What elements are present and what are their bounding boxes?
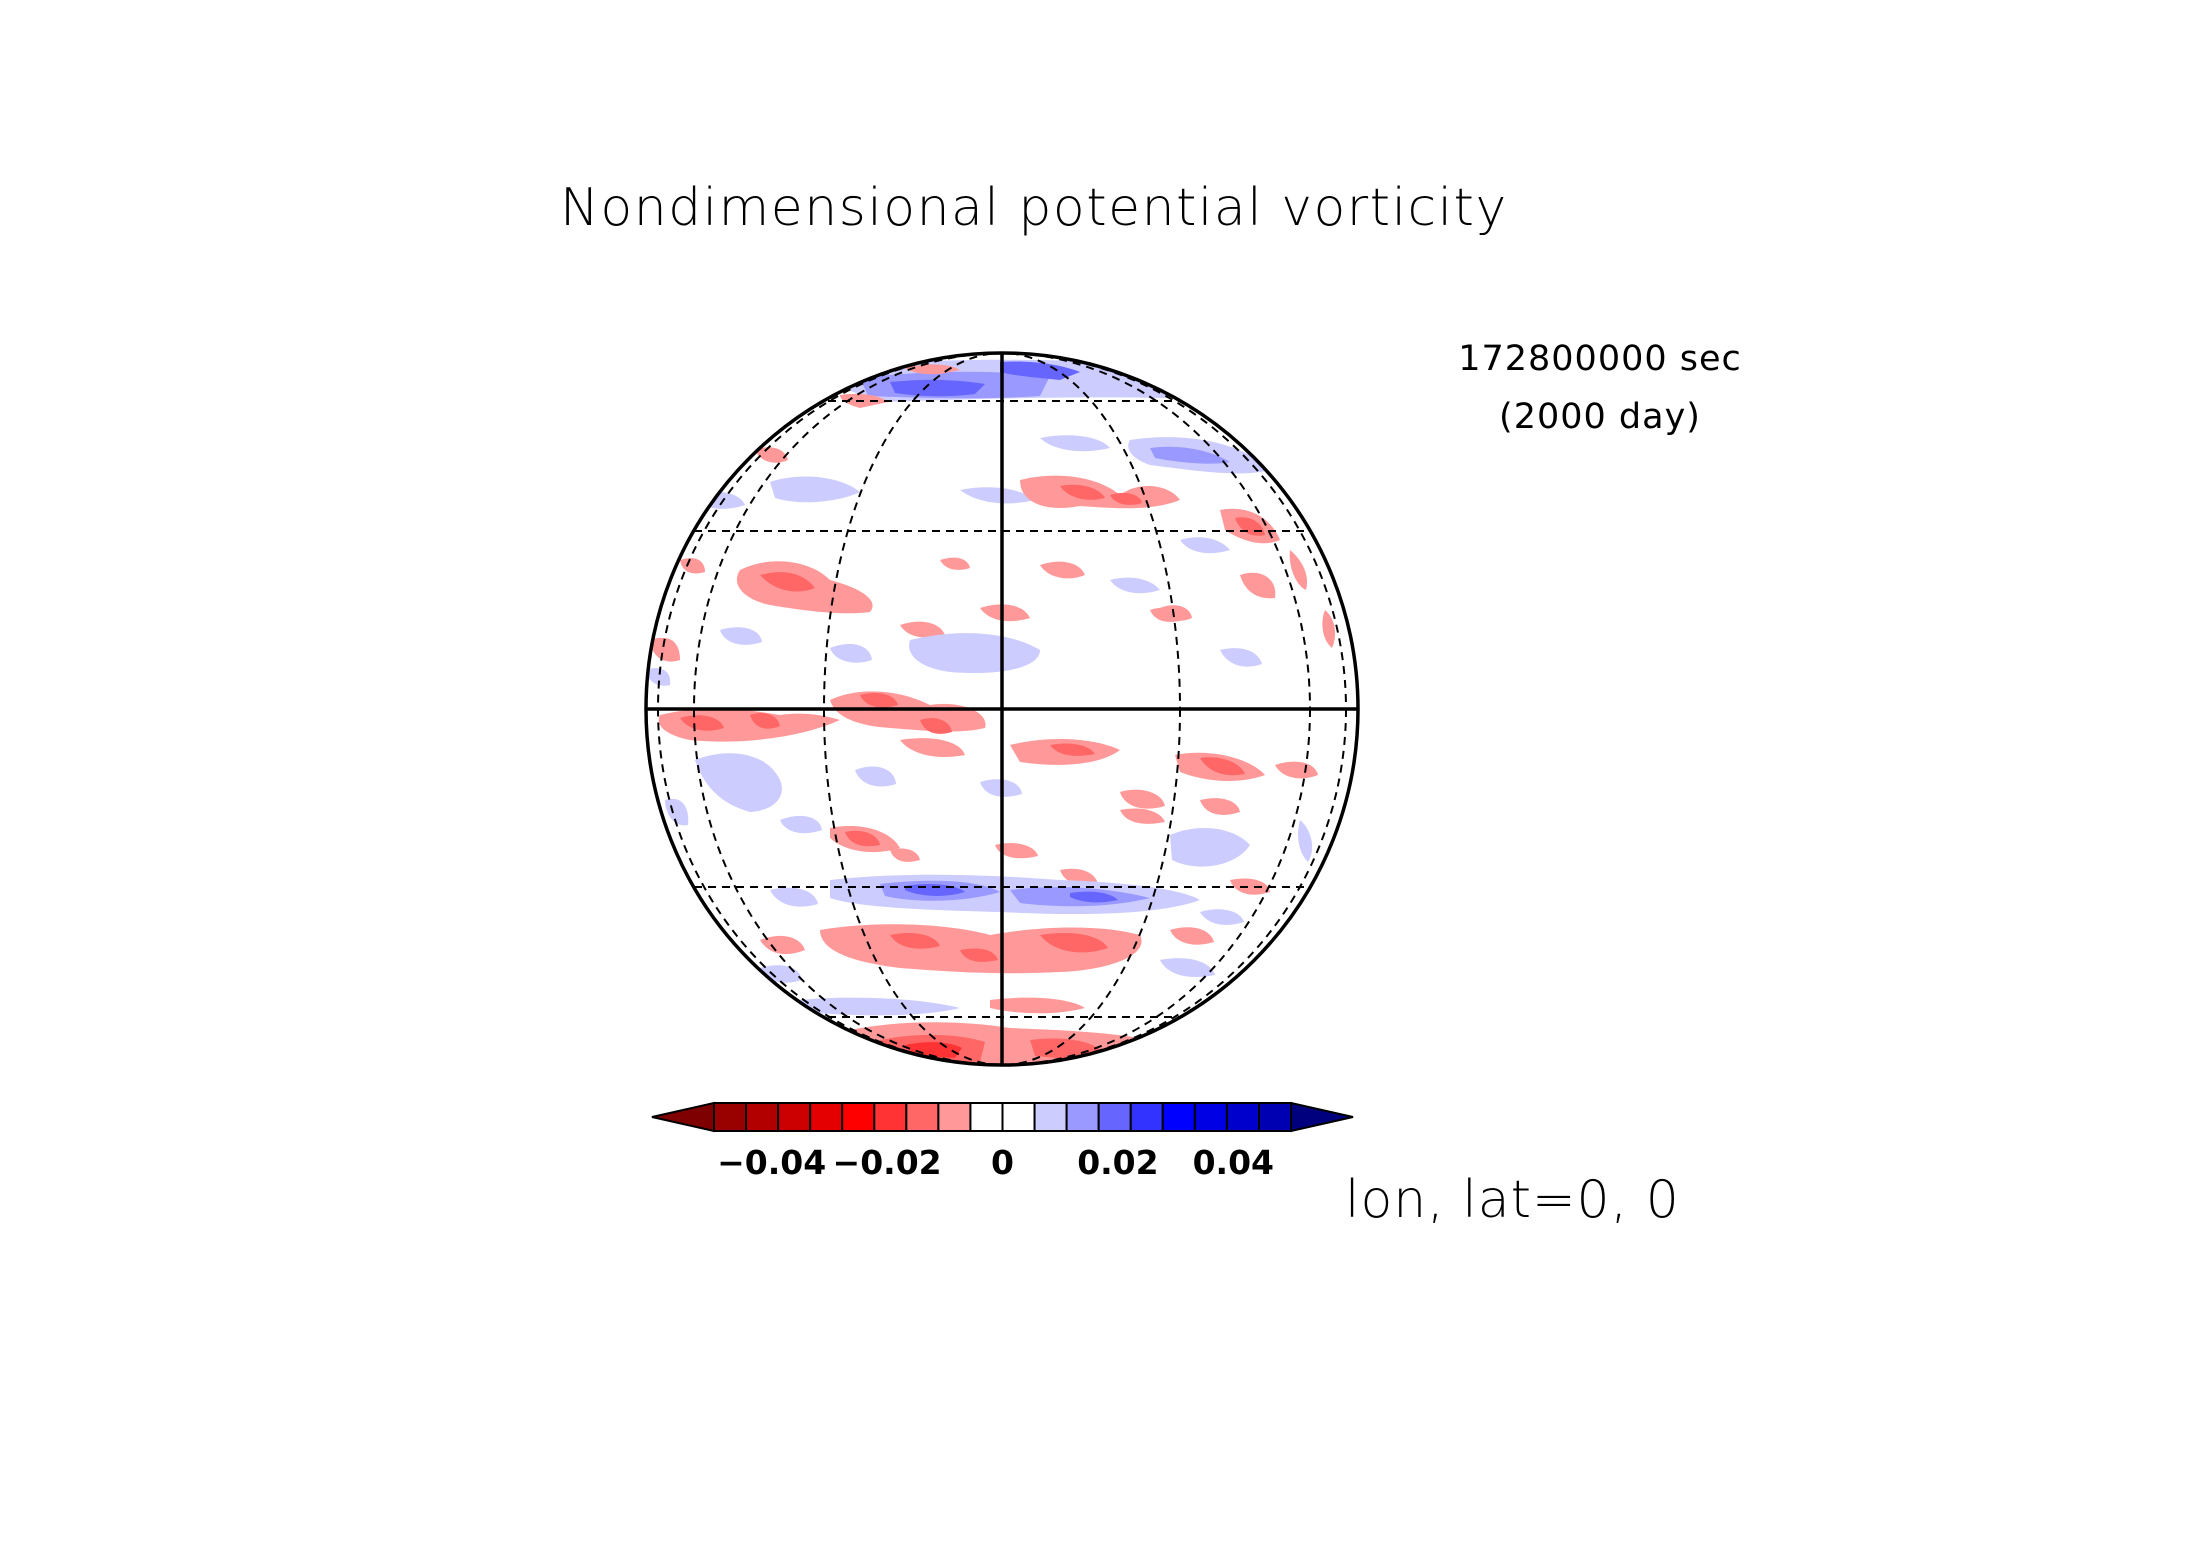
- field-patch: [1200, 909, 1244, 925]
- colorbar-box: [937, 1102, 972, 1132]
- field-patch: [1160, 958, 1215, 978]
- field-patch: [1040, 561, 1085, 579]
- colorbar-box: [1193, 1102, 1228, 1132]
- field-patch: [940, 557, 970, 570]
- colorbar-tick-label: 0: [991, 1143, 1014, 1182]
- colorbar-box: [1161, 1102, 1196, 1132]
- colorbar-box: [1065, 1102, 1100, 1132]
- globe-outline: [644, 351, 1360, 1067]
- field-patch: [900, 621, 945, 638]
- field-patch: [720, 627, 762, 645]
- colorbar-tick-label: −0.02: [833, 1143, 942, 1182]
- field-patch: [1120, 789, 1165, 809]
- colorbar-under-triangle: [651, 1101, 715, 1133]
- colorbar-tick-label: −0.04: [717, 1143, 826, 1182]
- field-patch: [755, 447, 788, 463]
- colorbar-tick-label: 0.04: [1193, 1143, 1274, 1182]
- field-patch: [830, 644, 872, 663]
- colorbar-box: [841, 1102, 876, 1132]
- field-patch: [1060, 484, 1105, 500]
- field-patch: [1200, 757, 1245, 776]
- colorbar-box: [1033, 1102, 1068, 1132]
- field-patch: [1040, 932, 1108, 953]
- field-patch: [650, 637, 680, 662]
- field-patch: [646, 668, 671, 686]
- projection-center-label: lon, lat=0, 0: [1345, 1170, 1680, 1230]
- field-patch: [800, 997, 960, 1016]
- field-patch: [680, 558, 705, 574]
- colorbar-box: [969, 1102, 1004, 1132]
- field-patch: [995, 843, 1038, 859]
- field-patch: [860, 693, 898, 708]
- field-patch: [770, 476, 860, 503]
- field-patch: [980, 604, 1030, 622]
- field-patch: [1322, 610, 1336, 648]
- field-patch: [1120, 808, 1165, 824]
- field-patch: [680, 715, 724, 731]
- field-patch: [990, 997, 1085, 1014]
- field-patch: [855, 766, 896, 787]
- field-patch: [770, 887, 818, 907]
- field-patch: [1110, 492, 1142, 505]
- field-patch: [1220, 648, 1262, 667]
- field-patch: [780, 815, 822, 834]
- field-patch: [1050, 743, 1095, 756]
- field-patch: [890, 848, 920, 862]
- field-patch: [750, 713, 780, 729]
- field-patch: [1150, 446, 1230, 464]
- colorbar-over-triangle: [1290, 1101, 1354, 1133]
- time-seconds: 172800000 sec: [1458, 339, 1742, 379]
- plot-title: Nondimensional potential vorticity: [560, 178, 1508, 238]
- field-patch: [890, 379, 985, 397]
- field-patch: [1200, 798, 1240, 815]
- field-patch: [658, 708, 840, 742]
- field-patch: [1289, 550, 1308, 590]
- colorbar-box: [1225, 1102, 1260, 1132]
- field-patch: [695, 753, 782, 812]
- colorbar-box: [1129, 1102, 1164, 1132]
- field-patch: [760, 935, 805, 955]
- field-patch: [920, 718, 952, 734]
- field-patch: [960, 948, 998, 962]
- field-patch: [830, 691, 986, 732]
- field-patch: [1040, 435, 1110, 452]
- field-patch: [1170, 927, 1214, 945]
- colorbar-box: [1257, 1102, 1293, 1132]
- globe: [644, 351, 1360, 1067]
- field-patch: [1000, 361, 1080, 380]
- field-patch: [1150, 607, 1184, 622]
- time-stamp: 172800000 sec (2000 day): [1440, 330, 1760, 446]
- field-patch: [1110, 577, 1160, 594]
- colorbar-tick-label: 0.02: [1077, 1143, 1158, 1182]
- colorbar-box: [873, 1102, 908, 1132]
- field-patch: [1275, 761, 1318, 779]
- field-patch: [890, 933, 940, 949]
- field-patch: [845, 830, 880, 847]
- field-patch: [1298, 820, 1313, 862]
- field-patch: [1170, 827, 1250, 867]
- field-patch: [1230, 878, 1270, 895]
- colorbar-box: [809, 1102, 844, 1132]
- field-patch: [960, 487, 1035, 504]
- colorbar-box: [1097, 1102, 1132, 1132]
- time-days: (2000 day): [1499, 397, 1701, 437]
- field-patch: [909, 633, 1040, 674]
- field-patch: [760, 572, 815, 592]
- colorbar-box: [745, 1102, 780, 1132]
- field-patch: [1180, 537, 1230, 554]
- colorbar-box: [905, 1102, 940, 1132]
- colorbar-box: [713, 1102, 748, 1132]
- field-patch: [900, 738, 965, 758]
- field-patch: [1020, 475, 1180, 509]
- colorbar: −0.04 −0.02 0 0.02 0.04: [651, 1101, 1354, 1182]
- field-patch: [1070, 891, 1118, 903]
- colorbar-box: [1001, 1102, 1036, 1132]
- field-patch: [1240, 572, 1276, 599]
- colorbar-box: [777, 1102, 812, 1132]
